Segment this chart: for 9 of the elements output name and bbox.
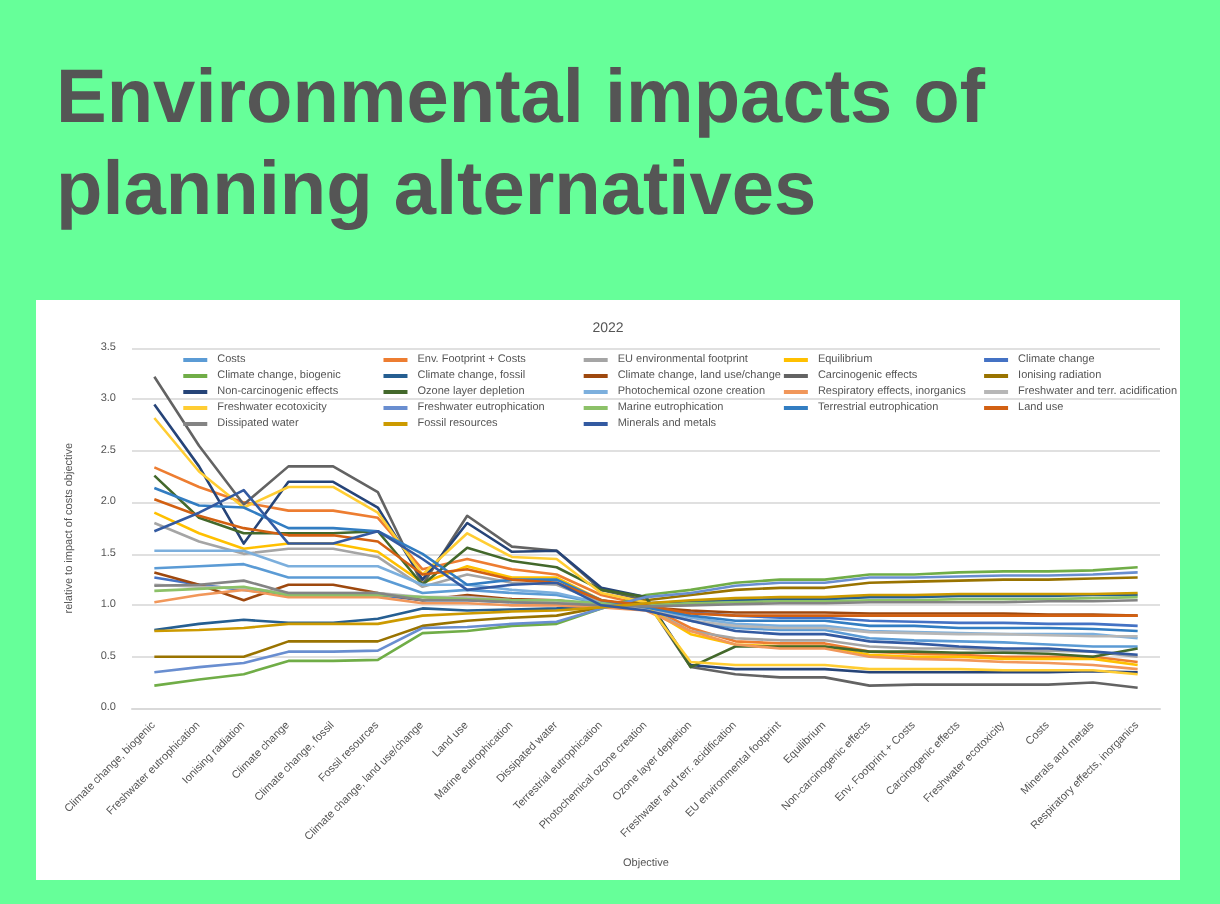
- line-series: [153, 576, 1139, 659]
- line-series: [153, 571, 1139, 674]
- line-series: [153, 565, 1139, 687]
- line-series: [153, 498, 1139, 617]
- line-series: [153, 579, 1139, 608]
- line-series: [153, 588, 1139, 671]
- line-series: [153, 486, 1139, 633]
- chart-subtitle: Environmental impacts of planning alternatives: [56, 54, 988, 236]
- line-series: [153, 585, 1139, 607]
